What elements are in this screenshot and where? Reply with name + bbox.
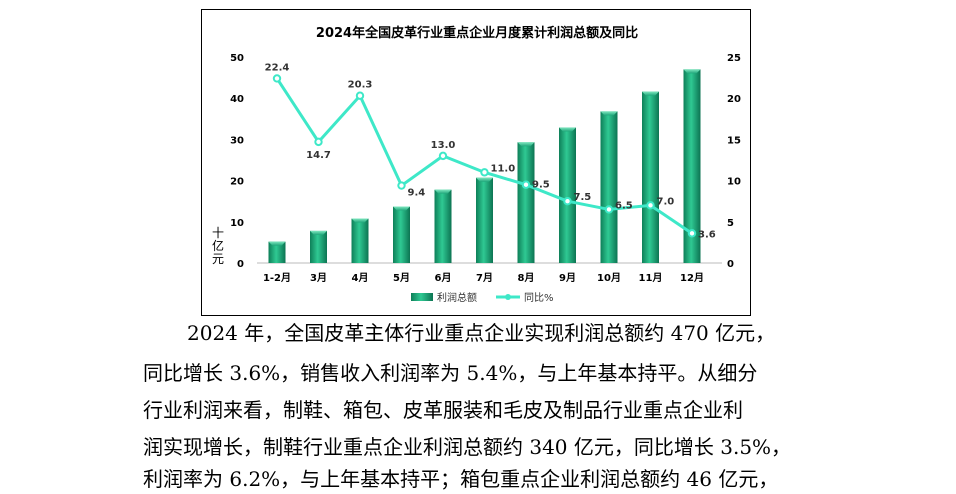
bar-top-bevel: [600, 111, 618, 116]
line-series: 22.4 14.7 20.3 9.4 13.0 11.0 9.5 7.5 6.5 7.0 3.6: [265, 62, 716, 240]
legend-line-label: 同比%: [524, 292, 554, 304]
x-tick-label: 3月: [310, 272, 327, 284]
bar: [476, 177, 493, 263]
left-tick-label: 50: [230, 53, 244, 64]
data-label: 6.5: [615, 200, 633, 211]
bar-top-bevel: [517, 142, 535, 147]
line-point: [438, 151, 448, 161]
right-tick-label: 15: [727, 135, 741, 146]
left-axis-ticks: 0 10 20 30 40 50: [230, 53, 244, 270]
paragraph-line-5: 利润率为 6.2%，与上年基本持平；箱包重点企业利润总额约 46 亿元，: [143, 467, 779, 491]
data-label: 7.5: [574, 192, 592, 203]
line-point: [604, 205, 614, 214]
paragraph-line-4: 润实现增长，制鞋行业重点企业利润总额约 340 亿元，同比增长 3.5%，: [143, 435, 792, 459]
left-tick-label: 20: [230, 177, 244, 188]
paragraph-line-1: 2024 年，全国皮革主体行业重点企业实现利润总额约 470 亿元，: [187, 321, 776, 345]
line-point: [646, 201, 655, 210]
bar: [600, 111, 618, 263]
data-label: 7.0: [657, 196, 675, 207]
x-tick-label: 12月: [680, 272, 704, 284]
legend: 利润总额 同比%: [411, 291, 554, 304]
bar: [351, 218, 369, 263]
right-tick-label: 0: [727, 259, 734, 270]
line-point: [314, 137, 323, 147]
bar-top-bevel: [310, 230, 327, 235]
paragraph-line-2: 同比增长 3.6%，销售收入利润率为 5.4%，与上年基本持平。从细分: [143, 361, 758, 385]
line-point: [687, 229, 697, 238]
right-tick-label: 20: [727, 94, 741, 105]
data-label: 14.7: [306, 150, 331, 161]
right-tick-label: 10: [727, 177, 741, 188]
bar: [559, 127, 576, 264]
left-tick-label: 10: [230, 218, 244, 229]
left-tick-label: 40: [230, 94, 244, 105]
bar-top-bevel: [268, 241, 286, 246]
bar-top-bevel: [434, 189, 452, 194]
line-point: [521, 180, 531, 189]
bar: [683, 69, 701, 263]
bar-top-bevel: [683, 69, 701, 74]
bar: [642, 91, 659, 263]
bar-top-bevel: [642, 91, 659, 96]
left-tick-label: 30: [230, 135, 244, 146]
legend-line-marker: [505, 294, 511, 300]
bar: [434, 189, 452, 263]
x-tick-label: 6月: [435, 272, 452, 284]
paragraph-line-3: 行业利润来看，制鞋、箱包、皮革服装和毛皮及制品行业重点企业利: [143, 398, 743, 422]
chart-container: 2024年全国皮革行业重点企业月度累计利润总额及同比 0 10 20 30 40 50 0…: [201, 9, 751, 316]
bar: [393, 206, 410, 263]
data-label: 22.4: [265, 62, 290, 73]
bar-top-bevel: [559, 127, 576, 132]
data-label: 13.0: [431, 140, 456, 151]
line-point: [272, 74, 282, 83]
data-label: 20.3: [348, 80, 373, 91]
x-tick-label: 11月: [639, 272, 663, 284]
y-axis-label: 十亿元: [212, 226, 224, 266]
x-tick-label: 7月: [476, 272, 493, 284]
line-point: [355, 91, 365, 100]
legend-bar-label: 利润总额: [437, 291, 477, 304]
data-label: 11.0: [491, 163, 516, 174]
legend-bar-swatch: [411, 293, 433, 301]
x-tick-label: 8月: [518, 272, 535, 284]
x-axis-labels: 1-2月 3月 4月 5月 6月 7月 8月 9月 10月 11月 12月: [263, 272, 704, 284]
bar: [268, 241, 286, 263]
data-label: 9.4: [408, 188, 426, 199]
bar-top-bevel: [393, 206, 410, 211]
x-tick-label: 5月: [393, 272, 410, 284]
x-tick-label: 10月: [597, 272, 621, 284]
right-tick-label: 5: [727, 218, 734, 229]
x-tick-label: 4月: [352, 272, 369, 284]
data-label: 3.6: [698, 229, 716, 240]
left-tick-label: 0: [237, 259, 244, 270]
bar: [517, 142, 535, 263]
bar-top-bevel: [351, 218, 369, 223]
data-label: 9.5: [532, 180, 550, 191]
line-point: [397, 181, 406, 190]
bar: [310, 230, 327, 263]
line-point: [563, 197, 572, 206]
right-tick-label: 25: [727, 53, 741, 64]
bar-top-bevel: [476, 177, 493, 182]
x-tick-label: 9月: [559, 272, 576, 284]
right-axis-ticks: 0 5 10 15 20 25: [727, 53, 741, 270]
chart-title: 2024年全国皮革行业重点企业月度累计利润总额及同比: [316, 25, 638, 41]
x-tick-label: 1-2月: [263, 272, 291, 284]
bar-series: [268, 69, 701, 264]
line-point: [480, 168, 489, 177]
